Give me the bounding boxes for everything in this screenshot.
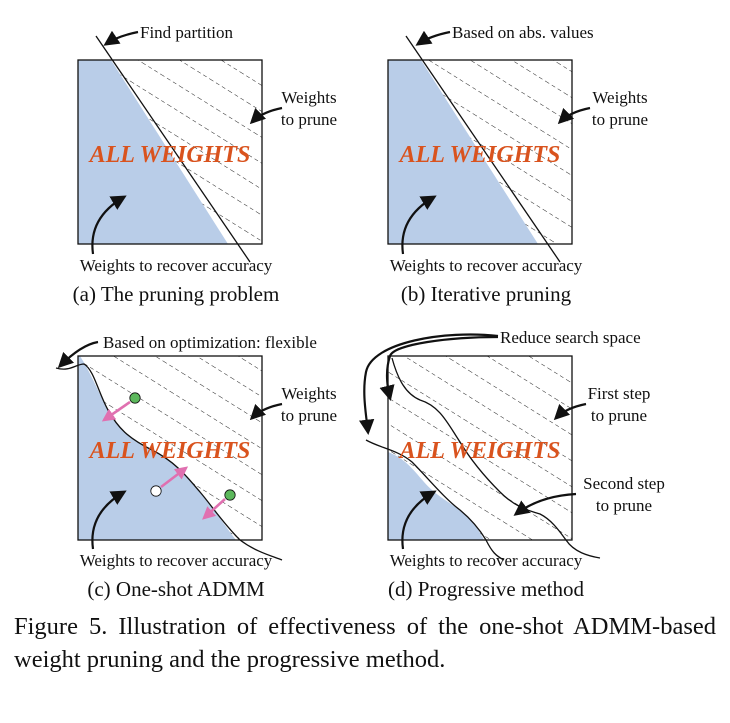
- weight-dot-green-2: [224, 489, 236, 501]
- arrow-find-partition: [103, 30, 139, 46]
- partition-curve: [55, 363, 283, 561]
- callout-to-prune: to prune: [281, 406, 337, 425]
- panel-b: Based on abs. values Weights to prune AL…: [387, 23, 648, 306]
- move-arrow-3: [202, 498, 226, 520]
- callout-weights: Weights: [281, 88, 336, 107]
- callout-optimization: Based on optimization: flexible: [103, 333, 317, 352]
- figure-caption: Figure 5. Illustration of effectiveness …: [14, 613, 716, 673]
- weight-dot-green-1: [129, 392, 141, 404]
- subcaption-d: (d) Progressive method: [388, 577, 584, 601]
- callout-recover-accuracy: Weights to recover accuracy: [390, 551, 583, 570]
- move-arrow-2: [160, 466, 189, 489]
- arrow-reduce-search-2: [379, 335, 499, 401]
- arrow-optimization: [57, 340, 99, 369]
- all-weights-label: ALL WEIGHTS: [398, 438, 561, 464]
- panel-c: Based on optimization: flexible Weights …: [55, 333, 337, 601]
- callout-first-step: First step: [588, 384, 651, 403]
- callout-find-partition: Find partition: [140, 23, 234, 42]
- callout-weights: Weights: [592, 88, 647, 107]
- callout-weights: Weights: [281, 384, 336, 403]
- callout-recover-accuracy: Weights to recover accuracy: [80, 551, 273, 570]
- weight-dot-white: [150, 485, 162, 497]
- weights-square: [387, 59, 573, 245]
- callout-first-to-prune: to prune: [591, 406, 647, 425]
- arrow-recover-accuracy: [91, 490, 127, 550]
- figure-diagram: Find partition Weights to prune ALL WEIG…: [55, 23, 665, 601]
- callout-to-prune: to prune: [592, 110, 648, 129]
- panel-a: Find partition Weights to prune ALL WEIG…: [73, 23, 337, 306]
- callout-recover-accuracy: Weights to recover accuracy: [390, 256, 583, 275]
- callout-abs-values: Based on abs. values: [452, 23, 594, 42]
- arrow-reduce-search-1: [358, 333, 499, 436]
- callout-recover-accuracy: Weights to recover accuracy: [80, 256, 273, 275]
- arrow-weights-to-prune: [249, 106, 283, 125]
- callout-to-prune: to prune: [281, 110, 337, 129]
- callout-second-to-prune: to prune: [596, 496, 652, 515]
- arrow-recover-accuracy: [401, 195, 437, 255]
- callout-reduce-search: Reduce search space: [500, 328, 641, 347]
- move-arrow-1: [101, 400, 131, 422]
- arrow-first-step: [553, 402, 587, 421]
- all-weights-label: ALL WEIGHTS: [88, 142, 251, 168]
- arrow-second-step: [513, 492, 577, 516]
- arrow-recover-accuracy: [401, 490, 437, 550]
- arrow-abs-values: [415, 30, 451, 46]
- weights-square: [77, 59, 263, 245]
- all-weights-label: ALL WEIGHTS: [398, 142, 561, 168]
- weights-square: [387, 355, 573, 541]
- weights-square: [77, 355, 263, 541]
- all-weights-label: ALL WEIGHTS: [88, 438, 251, 464]
- subcaption-c: (c) One-shot ADMM: [87, 577, 265, 601]
- partition-line: [405, 35, 561, 263]
- subcaption-a: (a) The pruning problem: [73, 282, 280, 306]
- arrow-recover-accuracy: [91, 195, 127, 255]
- arrow-weights-to-prune: [249, 402, 283, 421]
- panel-d: Reduce search space First step to prune …: [358, 328, 665, 601]
- second-step-curve: [365, 439, 505, 561]
- partition-line: [95, 35, 251, 263]
- arrow-weights-to-prune: [557, 106, 591, 125]
- subcaption-b: (b) Iterative pruning: [401, 282, 572, 306]
- callout-second-step: Second step: [583, 474, 665, 493]
- first-step-curve: [391, 357, 601, 559]
